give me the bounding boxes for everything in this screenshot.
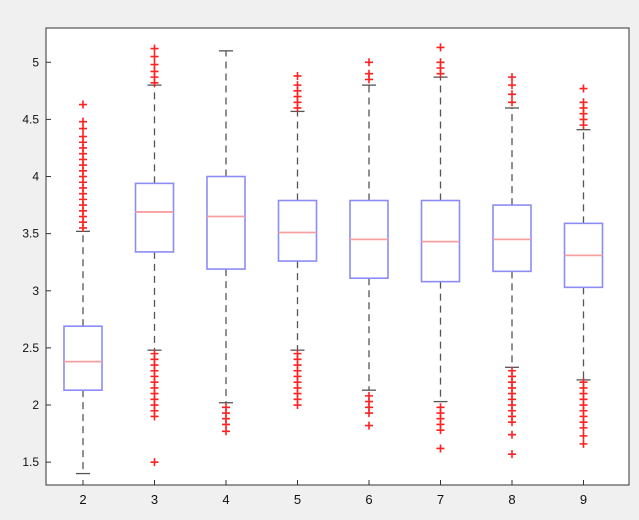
box	[277, 199, 318, 262]
box-group-8	[492, 73, 532, 459]
y-tick-label: 3.5	[22, 227, 39, 241]
outlier-marker	[508, 81, 516, 90]
box-group-4	[206, 50, 246, 436]
outlier-marker	[79, 132, 87, 141]
x-tick-label: 4	[222, 492, 229, 507]
x-tick-label: 7	[437, 492, 444, 507]
box-group-5	[277, 71, 318, 410]
outlier-marker	[365, 69, 373, 78]
outlier-marker	[436, 444, 445, 453]
outlier-marker	[150, 60, 159, 69]
y-tick-label: 2	[32, 398, 39, 412]
outlier-marker	[508, 430, 516, 439]
y-tick-label: 3	[32, 284, 39, 298]
outlier-marker	[79, 124, 87, 133]
box	[492, 204, 532, 273]
outlier-marker	[222, 420, 230, 429]
y-tick-label: 2.5	[22, 341, 39, 355]
x-tick-label: 3	[151, 492, 158, 507]
box-group-9	[563, 84, 604, 448]
outlier-marker	[365, 421, 373, 430]
y-tick-label: 4.5	[22, 112, 39, 126]
y-tick-label: 5	[32, 55, 39, 69]
outlier-marker	[508, 73, 516, 82]
outlier-marker	[508, 90, 516, 99]
outlier-marker	[436, 58, 445, 67]
box	[206, 175, 246, 270]
outlier-marker	[436, 43, 445, 52]
axes-layer: 2 3 4 5 6 7 8 9 1.5 2 2.5 3 3.5 4 4.5 5	[22, 55, 587, 507]
x-tick-label: 5	[294, 492, 301, 507]
y-tick-label: 1.5	[22, 455, 39, 469]
box-group-7	[420, 43, 461, 453]
outlier-marker	[150, 458, 159, 467]
x-tick-label: 6	[365, 492, 372, 507]
plot-area	[45, 27, 630, 486]
box-group-2	[63, 100, 103, 475]
boxes-layer	[63, 43, 604, 475]
outlier-marker	[150, 44, 159, 53]
outlier-marker	[365, 409, 373, 418]
box-group-3	[134, 44, 175, 467]
outlier-marker	[79, 100, 87, 109]
outlier-marker	[150, 67, 159, 76]
outlier-marker	[150, 52, 159, 61]
outlier-marker	[579, 431, 588, 440]
x-tick-label: 9	[580, 492, 587, 507]
outlier-marker	[508, 418, 516, 427]
x-tick-label: 2	[79, 492, 86, 507]
outlier-marker	[508, 450, 516, 459]
outlier-marker	[293, 401, 302, 410]
box-group-6	[349, 58, 389, 430]
outlier-marker	[150, 412, 159, 421]
outlier-marker	[79, 117, 87, 126]
outlier-marker	[365, 58, 373, 67]
outlier-marker	[293, 71, 302, 80]
box	[63, 325, 103, 391]
outlier-marker	[579, 98, 588, 107]
y-tick-label: 4	[32, 170, 39, 184]
outlier-marker	[293, 81, 302, 90]
outlier-marker	[222, 427, 230, 436]
outlier-marker	[508, 98, 516, 107]
outlier-marker	[436, 426, 445, 435]
x-tick-label: 8	[508, 492, 515, 507]
outlier-marker	[579, 439, 588, 448]
outlier-marker	[579, 423, 588, 432]
box	[134, 182, 175, 253]
outlier-marker	[579, 84, 588, 93]
